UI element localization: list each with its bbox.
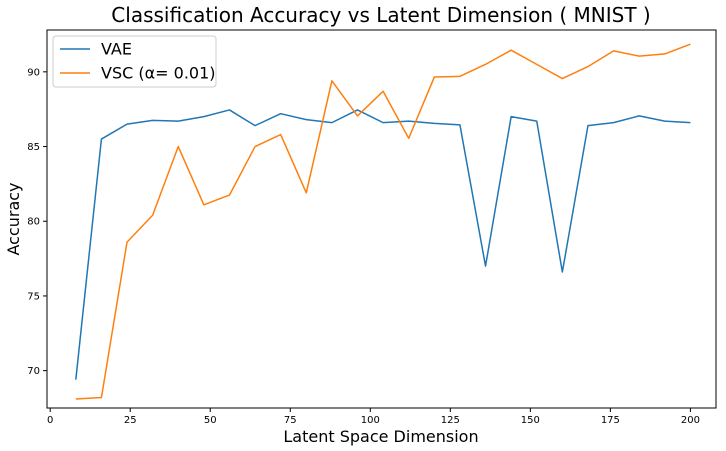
y-tick-label: 90 (27, 67, 40, 78)
x-tick-label: 125 (441, 415, 460, 426)
y-tick-label: 70 (27, 366, 40, 377)
series-line-vae (75, 109, 691, 380)
legend-label: VSC (α= 0.01) (101, 64, 216, 83)
x-tick-label: 25 (124, 415, 137, 426)
x-tick-label: 0 (47, 415, 53, 426)
x-tick-label: 75 (284, 415, 297, 426)
x-tick-label: 100 (361, 415, 380, 426)
x-tick-label: 50 (204, 415, 217, 426)
x-tick-label: 175 (601, 415, 620, 426)
plot-frame (46, 29, 717, 409)
y-tick-label: 85 (27, 142, 40, 153)
legend-box (52, 35, 217, 88)
y-tick-label: 80 (27, 217, 40, 228)
legend: VAE VSC (α= 0.01) (52, 35, 217, 88)
series-line-vsc (75, 43, 691, 400)
y-tick-label: 75 (27, 291, 40, 302)
chart-title: Classification Accuracy vs Latent Dimens… (111, 3, 650, 27)
y-axis-label: Accuracy (4, 182, 23, 255)
legend-label: VAE (101, 40, 132, 59)
x-axis-label: Latent Space Dimension (283, 427, 478, 446)
x-tick-label: 200 (681, 415, 700, 426)
x-tick-label: 150 (521, 415, 540, 426)
